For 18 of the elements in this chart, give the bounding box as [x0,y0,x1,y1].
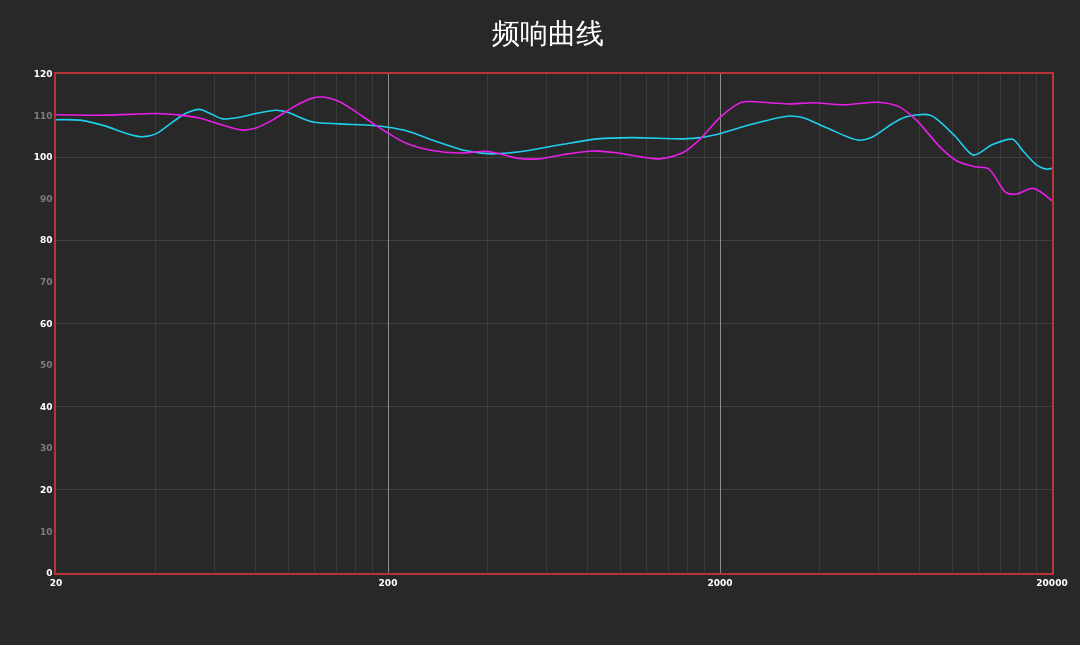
chart-title: 频响曲线 [491,17,604,51]
x-tick-label: 20000 [1036,577,1068,588]
y-tick-label: 50 [39,360,53,371]
y-tick-label: 80 [39,235,53,246]
y-tick-label: 40 [39,401,53,412]
y-tick-label: 30 [39,443,53,454]
x-tick-label: 2000 [707,577,733,588]
y-tick-label: 100 [33,152,53,163]
y-tick-label: 0 [46,568,53,579]
y-tick-label: 70 [39,277,53,288]
y-tick-label: 120 [33,69,53,80]
y-tick-label: 110 [33,110,53,121]
y-tick-label: 90 [39,193,53,204]
y-tick-label: 20 [39,484,53,495]
x-tick-label: 200 [378,577,398,588]
y-tick-label: 60 [39,318,53,329]
x-tick-label: 20 [49,577,63,588]
y-tick-label: 10 [39,526,53,537]
